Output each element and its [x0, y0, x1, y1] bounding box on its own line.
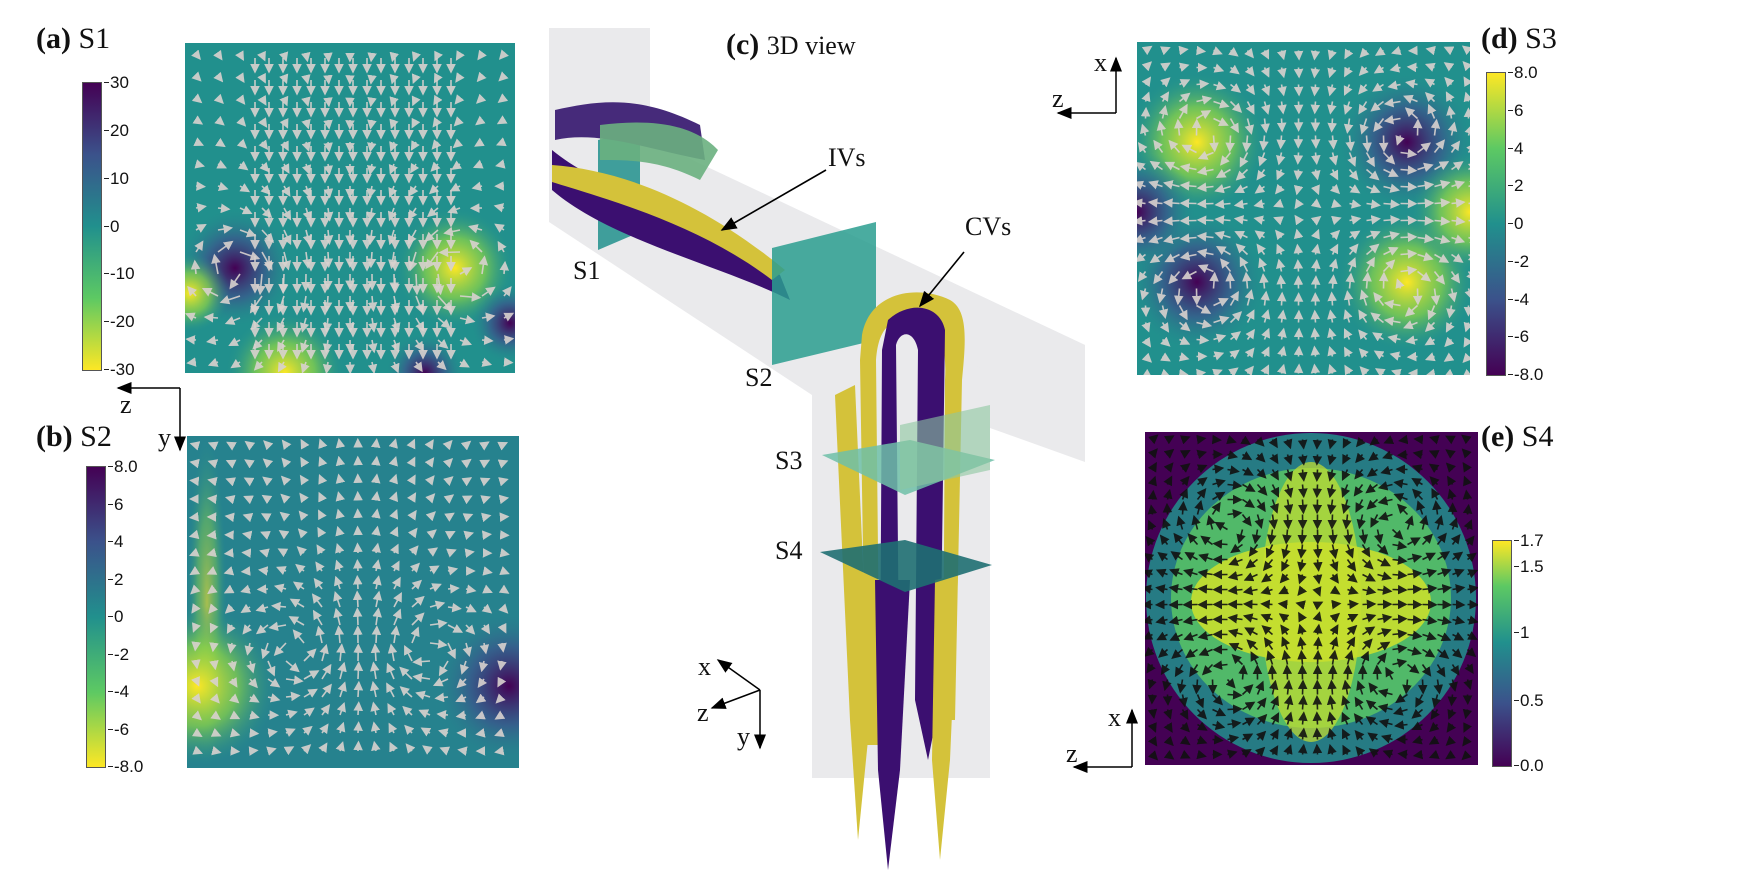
field-s2 [187, 436, 519, 768]
field-s1 [185, 43, 515, 373]
panel-c-letter: (c) [726, 28, 760, 61]
cv-tube-yellow [860, 292, 965, 745]
colorbar-a [82, 82, 102, 371]
colorbar-e [1492, 540, 1512, 767]
label-s1: S1 [573, 256, 601, 285]
panel-a-letter: (a) [36, 22, 71, 55]
duct-shell [549, 28, 1085, 778]
colorbar-a-tick: 0 [103, 216, 120, 236]
colorbar-a-tick: 30 [104, 73, 129, 92]
field-s4-vectors [1145, 433, 1478, 763]
colorbar-b-tick: 8.0 [108, 457, 138, 476]
colorbar-d-tick: 2 [1507, 176, 1524, 196]
colorbar-d-tick: 8.0 [1508, 63, 1538, 82]
panel-e-letter: (e) [1481, 420, 1515, 453]
colorbar-d-tick: -8.0 [1507, 365, 1544, 384]
panel-d-letter: (d) [1481, 22, 1518, 55]
colorbar-b-tick: 2 [107, 569, 124, 589]
axis-ab-y: y [158, 423, 171, 452]
iv-cap-mixed [600, 122, 718, 180]
leg-yellow-right [932, 575, 958, 860]
plane-s1 [598, 130, 640, 250]
axis-ab-z: z [120, 390, 132, 419]
colorbar-b-tick: 4 [107, 532, 124, 551]
cv-tube-dark [880, 307, 945, 770]
axis-e-z: z [1066, 739, 1078, 768]
panel-c-label: (c) 3D view [726, 30, 856, 61]
label-cvs: CVs [965, 212, 1012, 241]
panel-b-name: S2 [80, 420, 112, 453]
panel-a-label: (a) S1 [36, 24, 110, 54]
axis-e-x: x [1108, 703, 1121, 732]
colorbar-b-tick: -6 [107, 719, 130, 739]
cvs-arrow [918, 251, 965, 308]
colorbar-b-tick: -4 [107, 682, 130, 701]
axis-c-x: x [698, 652, 711, 681]
colorbar-d-tick: 4 [1507, 138, 1524, 158]
axis-c-z: z [697, 698, 709, 727]
leg-dark-center [875, 580, 910, 870]
colorbar-d [1486, 72, 1506, 376]
colorbar-e-tick: 0.5 [1514, 691, 1544, 710]
colorbar-d-tick: 0 [1507, 214, 1524, 233]
panel-b-label: (b) S2 [36, 422, 112, 452]
colorbar-b-tick: 0 [107, 607, 124, 626]
axis-d-z: z [1052, 84, 1064, 113]
colorbar-d-tick: -4 [1507, 289, 1530, 309]
axis-d-x: x [1094, 48, 1107, 77]
colorbar-b-tick: -8.0 [107, 757, 144, 776]
field-s1-vectors [185, 49, 515, 373]
colorbar-a-tick: 10 [104, 168, 129, 188]
plane-s3 [822, 440, 995, 495]
colorbar-e-tick: 1.7 [1514, 531, 1544, 550]
colorbar-d-tick: -6 [1507, 327, 1530, 347]
label-s2: S2 [745, 363, 773, 392]
field-s4 [1145, 432, 1478, 765]
panel-e-label: (e) S4 [1481, 422, 1553, 452]
colorbar-a-tick: 20 [104, 120, 129, 140]
duct-top-face [549, 140, 1085, 370]
label-ivs: IVs [828, 143, 866, 172]
panel-d-label: (d) S3 [1481, 24, 1557, 54]
label-s3: S3 [775, 446, 803, 475]
panel-c-name: 3D view [766, 31, 856, 60]
colorbar-a-tick: -10 [104, 264, 135, 284]
field-s3-vectors [1137, 45, 1470, 375]
plane-s3-sheet [900, 405, 990, 490]
colorbar-b-tick: 6 [107, 494, 124, 514]
plane-s2 [772, 222, 876, 365]
colorbar-a-tick: -30 [104, 360, 135, 379]
panel-a-name: S1 [78, 22, 111, 55]
colorbar-b-tick: -2 [107, 644, 130, 664]
panel-d-name: S3 [1525, 22, 1557, 55]
panel-e-name: S4 [1521, 420, 1554, 453]
colorbar-d-tick: -2 [1507, 251, 1530, 271]
field-s2-vectors [187, 436, 519, 768]
panel-b-letter: (b) [36, 420, 73, 453]
colorbar-e-tick: 0.0 [1514, 756, 1544, 775]
colorbar-e-tick: 1 [1513, 623, 1530, 642]
colorbar-a-tick: -20 [104, 312, 135, 332]
leg-yellow-left [835, 385, 870, 840]
field-s3 [1137, 42, 1470, 375]
label-s4: S4 [775, 536, 803, 565]
colorbar-b [86, 466, 106, 768]
ivs-arrow [720, 169, 827, 231]
colorbar-e-tick: 1.5 [1514, 557, 1544, 576]
colorbar-d-tick: 6 [1507, 100, 1524, 120]
plane-s4 [820, 540, 992, 592]
axis-c-y: y [737, 722, 750, 751]
iv-cap-dark [555, 102, 705, 160]
